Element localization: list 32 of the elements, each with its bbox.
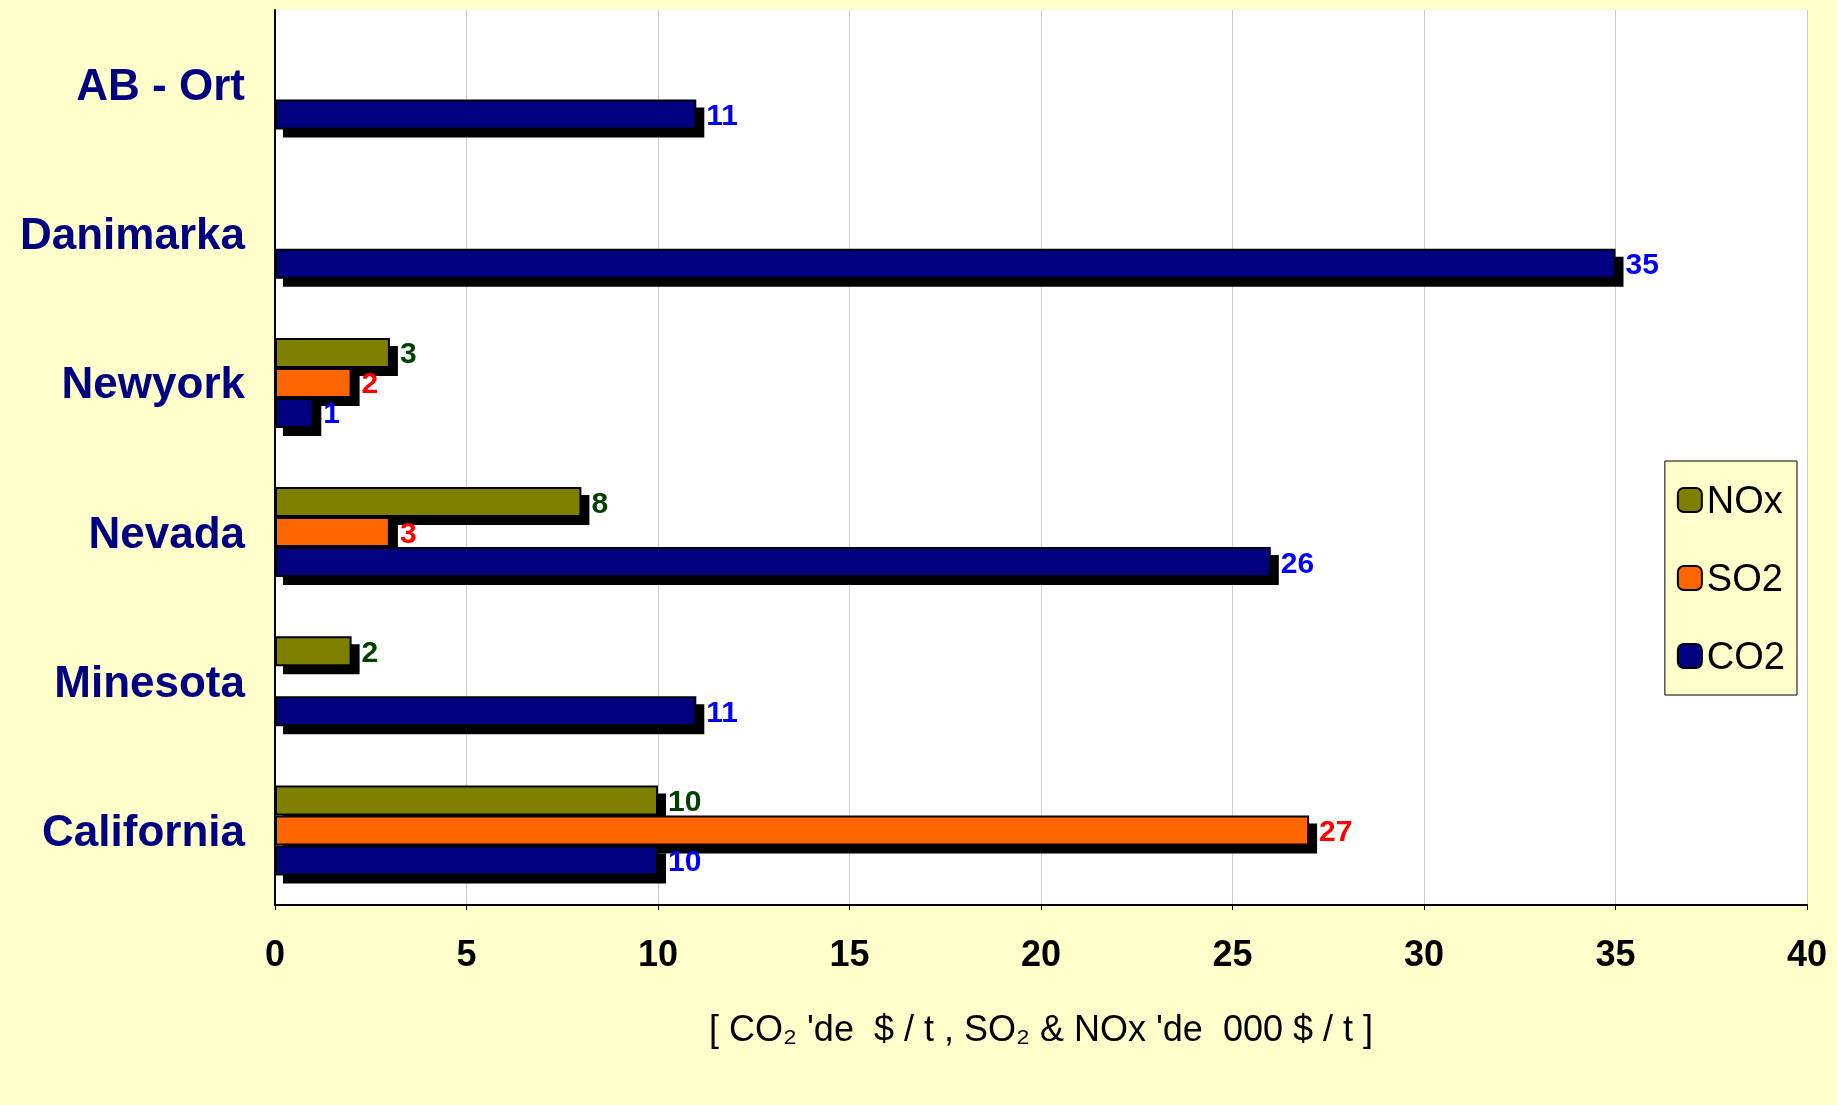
y-tick-label: Danimarka (19, 209, 246, 259)
x-tick-label: 0 (264, 932, 286, 974)
data-label: 1 (323, 396, 340, 430)
y-tick-label: Minesota (54, 656, 246, 706)
data-label: 10 (668, 783, 702, 817)
y-tick-label: California (42, 805, 246, 855)
x-tick-label: 40 (1786, 932, 1828, 974)
data-label: 2 (361, 366, 379, 400)
x-tick-label: 20 (1020, 932, 1062, 974)
data-label: 11 (706, 694, 739, 728)
y-tick-label: Nevada (88, 507, 246, 557)
y-tick-label: Newyork (61, 358, 246, 408)
legend-label: CO2 (1706, 635, 1786, 677)
x-tick-label: 35 (1595, 932, 1636, 974)
data-label: 11 (706, 98, 739, 132)
y-tick-label: AB - Ort (76, 60, 246, 110)
legend-label: SO2 (1706, 557, 1783, 599)
x-axis-title: [ CO₂ 'de $ / t , SO₂ & NOx 'de 000 $ / t ] (709, 1007, 1373, 1049)
data-label: 26 (1280, 545, 1315, 579)
legend-label: NOx (1706, 479, 1783, 521)
x-tick-label: 10 (637, 932, 679, 974)
x-tick-label: 30 (1403, 932, 1445, 974)
x-tick-label: 5 (456, 932, 477, 974)
data-label: 2 (361, 634, 379, 668)
x-tick-label: 15 (829, 932, 870, 974)
data-label: 3 (399, 515, 417, 549)
data-label: 27 (1319, 813, 1353, 847)
data-label: 35 (1625, 247, 1659, 281)
data-label: 10 (668, 843, 702, 877)
data-label: 3 (399, 336, 417, 370)
data-label: 8 (591, 485, 609, 519)
x-tick-label: 25 (1212, 932, 1253, 974)
